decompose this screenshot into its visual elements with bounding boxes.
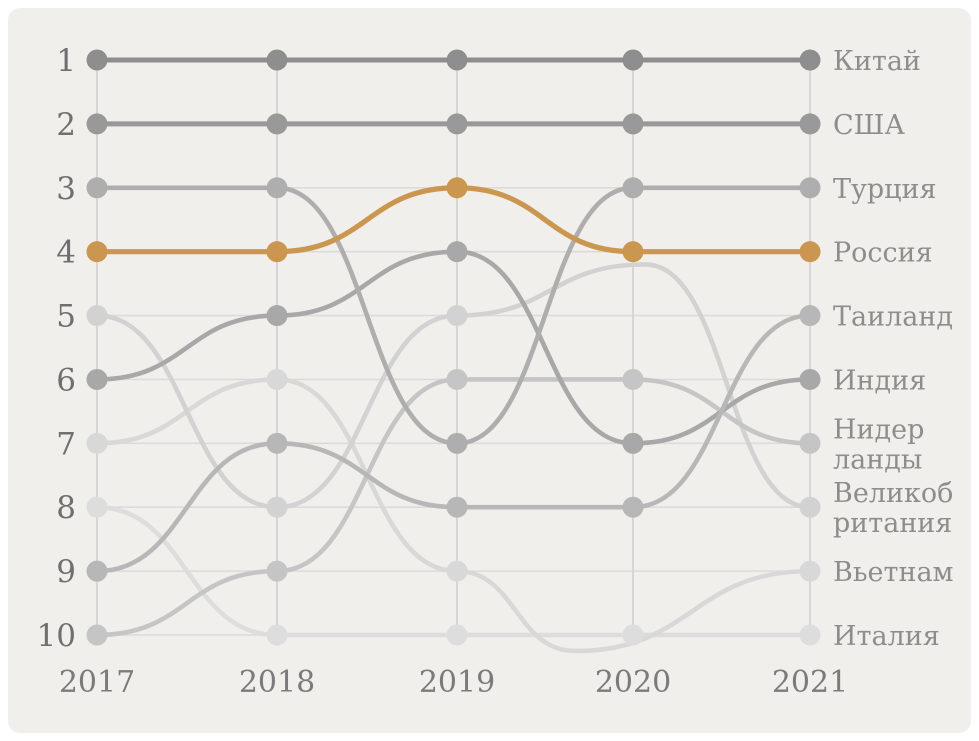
series-line-Нидерланды bbox=[94, 377, 813, 638]
data-point-Нидерланды[interactable] bbox=[446, 368, 468, 390]
rank-tick-label: 1 bbox=[56, 43, 76, 79]
series-line-Индия bbox=[94, 249, 813, 446]
data-point-Турция[interactable] bbox=[86, 177, 108, 199]
data-point-Нидерланды[interactable] bbox=[799, 432, 821, 454]
country-label-Великобритания: Великоб bbox=[833, 478, 953, 509]
data-point-Россия[interactable] bbox=[86, 241, 108, 263]
rank-tick-label: 3 bbox=[56, 171, 76, 207]
data-point-Италия[interactable] bbox=[446, 624, 468, 646]
data-point-Таиланд[interactable] bbox=[86, 560, 108, 582]
year-tick-label: 2021 bbox=[772, 665, 848, 700]
data-point-Италия[interactable] bbox=[622, 624, 644, 646]
data-point-Россия[interactable] bbox=[622, 241, 644, 263]
data-point-Вьетнам[interactable] bbox=[799, 560, 821, 582]
data-point-Таиланд[interactable] bbox=[266, 432, 288, 454]
country-label-Индия: Индия bbox=[833, 365, 926, 396]
data-point-США[interactable] bbox=[622, 113, 644, 135]
data-point-Таиланд[interactable] bbox=[799, 305, 821, 327]
data-point-Вьетнам[interactable] bbox=[86, 432, 108, 454]
data-point-Вьетнам[interactable] bbox=[266, 368, 288, 390]
country-label-Италия: Италия bbox=[833, 621, 940, 652]
country-label-Турция: Турция bbox=[833, 174, 937, 205]
data-point-Китай[interactable] bbox=[622, 49, 644, 71]
data-point-Нидерланды[interactable] bbox=[86, 624, 108, 646]
country-label-Великобритания-line2: ритания bbox=[833, 508, 952, 539]
country-label-Россия: Россия bbox=[833, 238, 933, 269]
country-labels: Китай США Турция Россия Таиланд Индия Нидерлан… bbox=[833, 46, 954, 652]
data-point-Россия[interactable] bbox=[266, 241, 288, 263]
country-label-Китай: Китай bbox=[833, 46, 921, 77]
data-point-Великобритания[interactable] bbox=[86, 305, 108, 327]
data-point-Китай[interactable] bbox=[86, 49, 108, 71]
data-point-Индия[interactable] bbox=[622, 432, 644, 454]
rank-tick-label: 10 bbox=[37, 618, 76, 654]
data-point-Великобритания[interactable] bbox=[799, 496, 821, 518]
data-point-Великобритания[interactable] bbox=[446, 305, 468, 327]
data-point-Нидерланды[interactable] bbox=[266, 560, 288, 582]
rank-tick-label: 4 bbox=[56, 235, 76, 271]
data-point-Вьетнам[interactable] bbox=[446, 560, 468, 582]
data-point-Индия[interactable] bbox=[799, 368, 821, 390]
data-point-Россия[interactable] bbox=[446, 177, 468, 199]
data-point-Италия[interactable] bbox=[86, 496, 108, 518]
data-point-Таиланд[interactable] bbox=[622, 496, 644, 518]
rank-tick-label: 2 bbox=[56, 107, 76, 143]
rank-tick-label: 8 bbox=[56, 490, 76, 526]
country-label-Вьетнам: Вьетнам bbox=[833, 557, 954, 588]
data-point-США[interactable] bbox=[799, 113, 821, 135]
data-point-США[interactable] bbox=[446, 113, 468, 135]
data-point-США[interactable] bbox=[86, 113, 108, 135]
data-point-Индия[interactable] bbox=[446, 241, 468, 263]
data-point-Нидерланды[interactable] bbox=[622, 368, 644, 390]
data-point-Турция[interactable] bbox=[266, 177, 288, 199]
year-tick-label: 2017 bbox=[59, 665, 135, 700]
rank-axis: 1 2 3 4 5 6 7 8 9 10 bbox=[37, 43, 76, 654]
year-tick-label: 2019 bbox=[419, 665, 495, 700]
data-point-Турция[interactable] bbox=[622, 177, 644, 199]
data-point-Россия[interactable] bbox=[799, 241, 821, 263]
rank-tick-label: 6 bbox=[56, 362, 76, 398]
rank-tick-label: 9 bbox=[56, 554, 76, 590]
year-tick-label: 2020 bbox=[595, 665, 671, 700]
data-point-Таиланд[interactable] bbox=[446, 496, 468, 518]
rank-tick-label: 5 bbox=[56, 299, 76, 335]
data-point-США[interactable] bbox=[266, 113, 288, 135]
data-point-Индия[interactable] bbox=[266, 305, 288, 327]
series-line-Италия bbox=[94, 504, 813, 638]
data-point-Италия[interactable] bbox=[266, 624, 288, 646]
country-label-США: США bbox=[833, 110, 905, 141]
rank-tick-label: 7 bbox=[56, 426, 76, 462]
country-label-Нидерланды-line2: ланды bbox=[833, 444, 922, 475]
year-axis: 2017 2018 2019 2020 2021 bbox=[59, 665, 848, 700]
country-label-Нидерланды: Нидер bbox=[833, 414, 924, 445]
data-point-Китай[interactable] bbox=[799, 49, 821, 71]
year-tick-label: 2018 bbox=[239, 665, 315, 700]
data-point-Турция[interactable] bbox=[799, 177, 821, 199]
data-point-Турция[interactable] bbox=[446, 432, 468, 454]
data-point-Великобритания[interactable] bbox=[266, 496, 288, 518]
data-point-Индия[interactable] bbox=[86, 368, 108, 390]
data-point-Италия[interactable] bbox=[799, 624, 821, 646]
series-dots bbox=[86, 49, 821, 646]
country-label-Таиланд: Таиланд bbox=[833, 302, 953, 333]
data-point-Китай[interactable] bbox=[266, 49, 288, 71]
data-point-Китай[interactable] bbox=[446, 49, 468, 71]
